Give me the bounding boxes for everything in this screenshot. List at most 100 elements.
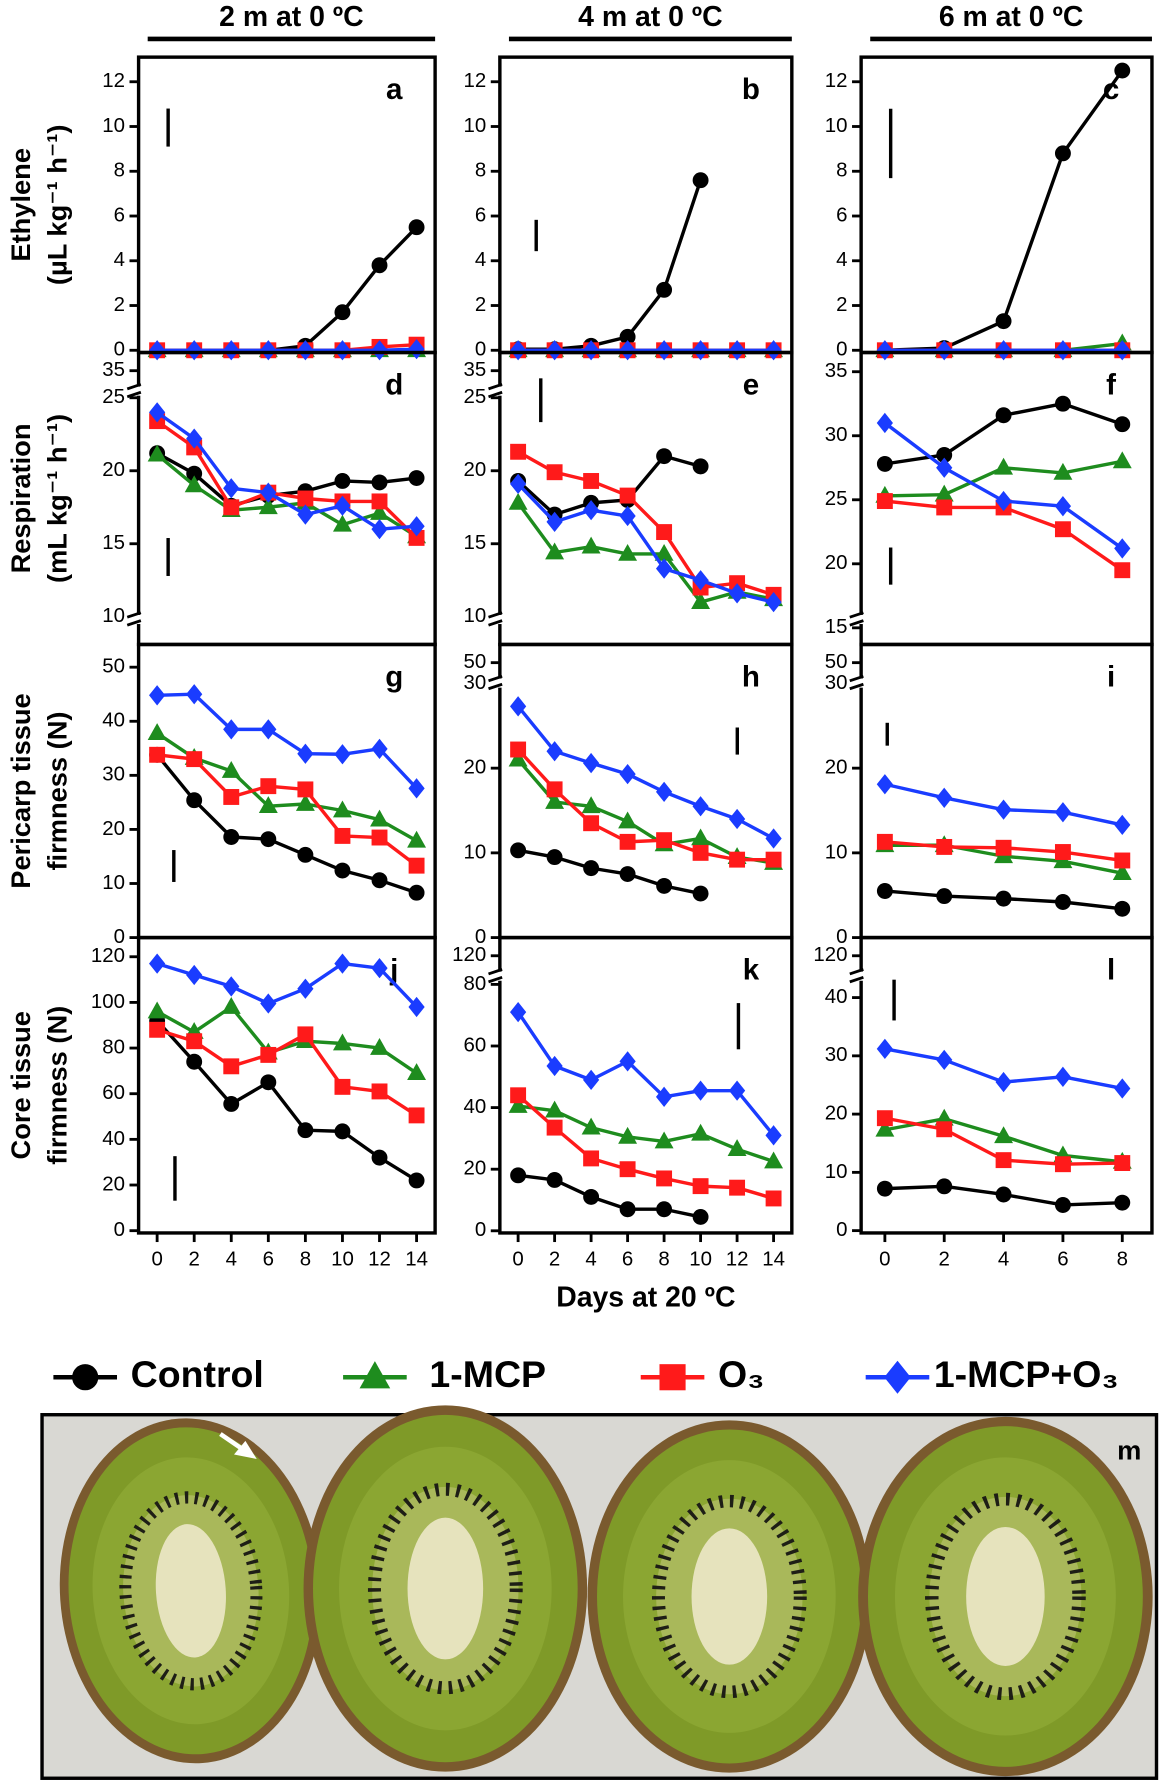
data-point (546, 511, 563, 532)
data-point (995, 407, 1012, 424)
data-point (408, 778, 425, 799)
data-point (1054, 894, 1071, 910)
data-point (936, 457, 953, 478)
y-axis-label: firmness (N) (41, 1006, 72, 1165)
data-point (876, 455, 893, 472)
y-tick-label: 20 (102, 1172, 125, 1195)
data-point (334, 827, 351, 844)
data-point (583, 815, 600, 832)
data-point (936, 888, 953, 905)
data-point (1114, 852, 1131, 869)
axis-break (488, 619, 503, 627)
data-point (260, 482, 277, 503)
data-point (546, 849, 563, 866)
data-point (995, 490, 1012, 512)
x-tick-label: 6 (1057, 1248, 1068, 1271)
data-point (510, 473, 527, 495)
data-point (995, 839, 1012, 856)
data-point (995, 1186, 1012, 1203)
data-point (407, 1063, 427, 1081)
data-point (186, 1033, 203, 1050)
y-tick-label: 30 (825, 671, 848, 694)
y-tick-label: 25 (102, 385, 125, 408)
data-point (655, 558, 673, 579)
data-point (655, 1086, 673, 1107)
data-point (334, 340, 351, 361)
y-tick-label: 35 (825, 359, 848, 382)
data-point (334, 1078, 351, 1095)
data-point (510, 1087, 527, 1104)
legend-marker (659, 1364, 686, 1391)
data-point (371, 493, 388, 510)
data-point (258, 796, 278, 814)
data-point (223, 719, 240, 740)
x-tick-label: 0 (151, 1248, 162, 1271)
data-point (1114, 62, 1131, 79)
y-tick-label: 10 (102, 871, 125, 894)
data-point (936, 1121, 953, 1138)
data-point (371, 1149, 388, 1166)
data-point (260, 831, 277, 848)
x-tick-label: 12 (726, 1248, 749, 1271)
data-point (295, 793, 315, 811)
data-point (297, 1122, 314, 1139)
data-point (408, 470, 425, 487)
series-line (156, 410, 417, 531)
data-point (221, 760, 241, 778)
data-point (334, 744, 351, 765)
data-point (1054, 395, 1071, 412)
data-point (691, 1123, 711, 1141)
x-tick-label: 6 (622, 1248, 633, 1271)
y-tick-label: 0 (475, 1218, 486, 1241)
x-tick-label: 14 (762, 1248, 785, 1271)
data-point (1112, 451, 1132, 469)
series-line (156, 753, 418, 868)
data-point (1112, 863, 1132, 881)
y-tick-label: 2 (475, 293, 486, 316)
x-tick-label: 10 (689, 1248, 712, 1271)
series-line (516, 454, 702, 517)
data-point (186, 792, 203, 809)
data-point (876, 1180, 893, 1197)
data-point (297, 743, 314, 764)
y-tick-label: 0 (114, 338, 125, 361)
data-point (581, 1117, 601, 1135)
y-tick-label: 20 (825, 551, 848, 574)
y-tick-label: 40 (825, 985, 848, 1008)
data-point (508, 749, 528, 767)
data-point (510, 1167, 527, 1184)
y-tick-label: 10 (825, 840, 848, 863)
x-tick-label: 2 (549, 1248, 560, 1271)
data-point (260, 1074, 277, 1091)
data-point (619, 340, 636, 361)
x-tick-label: 12 (368, 1248, 391, 1271)
data-point (334, 304, 351, 321)
data-point (147, 723, 167, 741)
axis-break (488, 682, 503, 691)
data-point (408, 516, 425, 537)
panel-letter: a (386, 73, 403, 106)
x-tick-label: 4 (585, 1248, 596, 1271)
axis-break-gap (849, 614, 864, 625)
y-tick-label: 6 (836, 203, 847, 226)
y-tick-label: 12 (825, 69, 848, 92)
axis-break (849, 674, 864, 683)
data-point (656, 1170, 673, 1187)
y-tick-label: 0 (475, 925, 486, 948)
y-tick-label: 12 (463, 69, 486, 92)
data-point (875, 1119, 895, 1137)
y-tick-label: 8 (114, 159, 125, 182)
y-tick-label: 20 (463, 458, 486, 481)
data-point (371, 340, 388, 361)
data-point (1114, 900, 1131, 917)
data-point (223, 478, 240, 499)
y-tick-label: 20 (102, 817, 125, 840)
data-point (582, 340, 600, 361)
data-point (995, 890, 1012, 907)
data-point (1114, 538, 1131, 559)
data-point (546, 1172, 563, 1188)
data-point (334, 1123, 351, 1140)
data-point (371, 829, 388, 846)
data-point (297, 781, 314, 798)
series-line (517, 848, 701, 896)
